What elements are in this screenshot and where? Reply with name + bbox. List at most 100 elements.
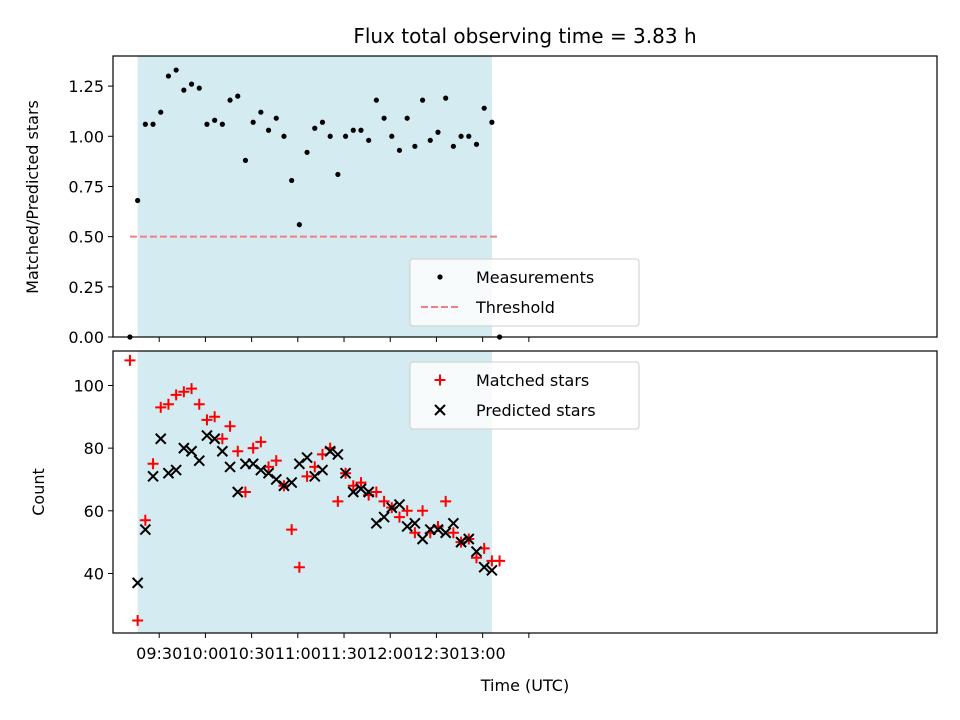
measurement-point (435, 129, 441, 135)
measurement-point (235, 93, 241, 99)
measurement-point (419, 97, 426, 103)
legend-measurements-marker (437, 274, 443, 280)
x-tick-label: 12:00 (367, 644, 413, 663)
matched-star-point (224, 420, 236, 432)
bottom-axes-frame (112, 350, 938, 634)
predicted-star-point (224, 461, 236, 473)
measurement-point (489, 119, 495, 125)
top-y-tick-label: 0.00 (68, 328, 104, 347)
predicted-star-point (332, 448, 344, 461)
predicted-star-point (339, 467, 352, 479)
matched-star-point (470, 552, 482, 564)
matched-star-point (447, 527, 459, 539)
measurement-point (289, 177, 295, 184)
predicted-star-point (486, 564, 498, 577)
x-axis-label: Time (UTC) (480, 676, 569, 695)
measurement-point (450, 143, 456, 149)
predicted-star-point (432, 523, 444, 536)
predicted-star-point (185, 445, 198, 457)
predicted-star-point (155, 433, 167, 445)
top-y-tick-label: 0.50 (68, 228, 104, 247)
predicted-star-point (386, 501, 398, 514)
bottom-y-tick-label: 100 (73, 376, 104, 395)
bottom-panel: 09:30 10:00 10:30 11:00 11:30 12:00 12:30 13:00… (29, 350, 938, 695)
measurement-point (227, 97, 233, 103)
matched-star-point (132, 614, 144, 626)
measurement-point (258, 109, 264, 115)
predicted-star-point (201, 429, 213, 442)
measurement-point (473, 141, 480, 147)
predicted-star-point (416, 533, 429, 545)
legend-matched-marker (434, 374, 446, 386)
measurement-point (312, 125, 318, 131)
measurement-point (412, 143, 418, 149)
top-y-axis-label: Matched/Predicted stars (23, 100, 42, 294)
predicted-star-point (316, 464, 329, 476)
bottom-y-axis-label: Count (29, 468, 48, 516)
matched-star-point (162, 398, 174, 410)
predicted-star-point (170, 464, 182, 476)
predicted-star-point (255, 464, 267, 476)
measurement-point (219, 121, 225, 127)
matched-star-point (270, 455, 282, 467)
measurement-point (458, 133, 464, 139)
measurement-point (350, 127, 356, 133)
predicted-star-point (285, 476, 298, 489)
predicted-star-point (347, 486, 359, 498)
matched-star-point (124, 354, 136, 366)
measurement-point (427, 137, 433, 143)
measurement-point (250, 119, 256, 125)
top-panel: 0.00 0.25 0.50 0.75 1.00 1.25 Flux total obse… (23, 24, 938, 347)
predicted-star-point (193, 454, 205, 467)
measurement-point (165, 73, 172, 79)
matched-star-point (370, 486, 382, 498)
predicted-star-point (355, 483, 367, 495)
matched-star-point (232, 445, 244, 457)
measurement-point (304, 149, 310, 155)
measurement-point (443, 95, 449, 101)
measurement-point (173, 67, 179, 73)
predicted-star-point (470, 545, 483, 558)
predicted-star-point (293, 458, 306, 470)
chart-title: Flux total observing time = 3.83 h (353, 24, 696, 48)
legend-predicted-marker (434, 404, 446, 416)
measurement-point (196, 85, 202, 91)
measurement-point (481, 105, 487, 111)
measurement-point (389, 133, 395, 139)
predicted-star-point (463, 533, 475, 545)
top-y-tick-label: 1.00 (68, 127, 104, 146)
predicted-star-point (362, 486, 375, 498)
measurement-point (281, 133, 287, 139)
measurement-point (335, 171, 341, 178)
x-tick-label: 11:30 (321, 644, 367, 663)
legend-measurements-label: Measurements (476, 268, 594, 287)
measurement-point (373, 97, 379, 103)
matched-star-point (286, 524, 298, 536)
measurement-point (158, 109, 164, 115)
matched-star-point (193, 398, 205, 410)
matched-star-point (401, 505, 413, 517)
x-tick-label: 10:00 (182, 644, 228, 663)
measurement-point (150, 121, 156, 127)
matched-star-point (409, 527, 421, 539)
predicted-star-point (393, 498, 406, 511)
measurement-point (273, 115, 279, 121)
measurement-point (142, 121, 148, 127)
predicted-star-point (178, 442, 190, 454)
predicted-star-point (247, 458, 259, 470)
matched-star-point (170, 389, 182, 401)
predicted-star-point (278, 480, 290, 492)
top-legend: Measurements Threshold (409, 258, 640, 327)
matched-star-point (239, 486, 251, 498)
predicted-star-point (270, 473, 282, 486)
measurement-point (404, 115, 410, 121)
predicted-star-point (232, 486, 244, 498)
predicted-star-point (439, 527, 452, 539)
matched-star-point (201, 414, 213, 426)
measurement-point (242, 157, 249, 163)
measurement-point (181, 87, 187, 93)
predicted-star-point (216, 445, 229, 457)
measurement-point (319, 119, 326, 125)
predicted-star-point (409, 517, 421, 530)
